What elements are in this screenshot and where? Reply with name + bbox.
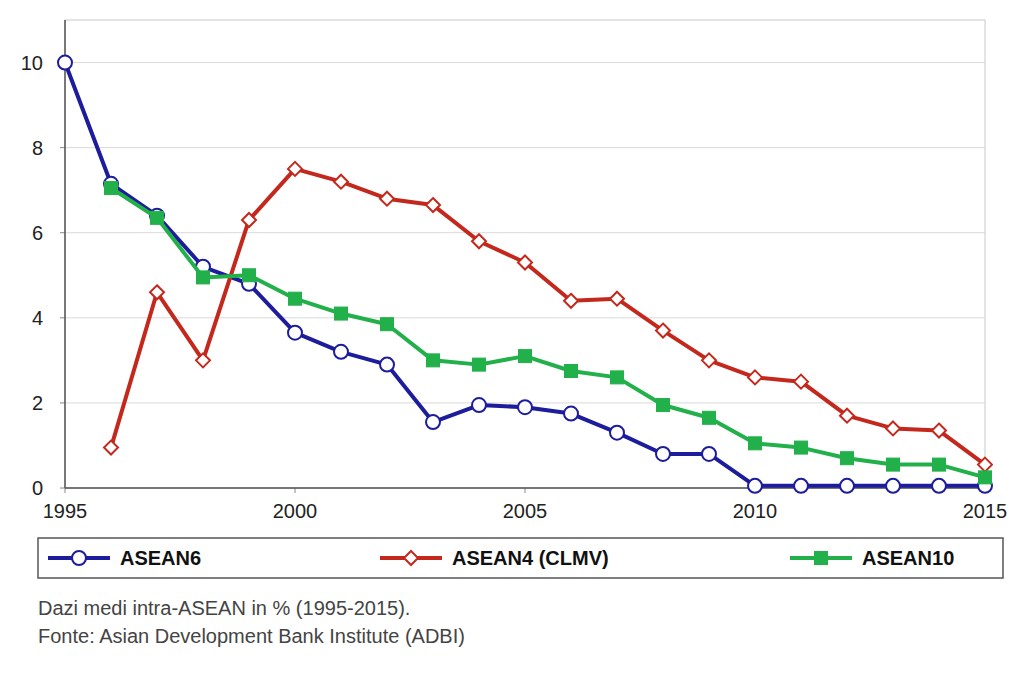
tick-label: 0 <box>32 477 43 499</box>
tick-label: 2015 <box>963 500 1008 522</box>
data-point <box>565 365 578 378</box>
data-point <box>840 479 854 493</box>
legend-label: ASEAN4 (CLMV) <box>452 547 609 569</box>
data-point <box>657 399 670 412</box>
data-point <box>105 182 118 195</box>
data-point <box>840 409 854 423</box>
data-point <box>196 353 210 367</box>
chart: 0 2 4 6 8 10 1995 2000 2005 2010 2015 ASEAN6 ASEAN4 … <box>0 0 1024 673</box>
legend-marker <box>815 552 828 565</box>
data-point <box>978 458 992 472</box>
legend-label: ASEAN6 <box>120 547 201 569</box>
data-point <box>610 292 624 306</box>
series-line <box>65 63 985 486</box>
tick-label: 1995 <box>43 500 88 522</box>
tick-label: 2 <box>32 392 43 414</box>
data-point <box>426 415 440 429</box>
tick-label: 6 <box>32 222 43 244</box>
tick-label: 2005 <box>503 500 548 522</box>
data-point <box>794 375 808 389</box>
grid-line <box>65 317 985 318</box>
data-point <box>564 294 578 308</box>
data-point <box>472 398 486 412</box>
data-point <box>979 471 992 484</box>
data-point <box>242 213 256 227</box>
data-point <box>197 271 210 284</box>
data-point <box>932 479 946 493</box>
data-point <box>151 211 164 224</box>
data-point <box>749 437 762 450</box>
grid-line <box>65 62 985 63</box>
data-point <box>288 162 302 176</box>
data-point <box>427 354 440 367</box>
data-point <box>380 192 394 206</box>
data-point <box>380 358 394 372</box>
data-point <box>932 424 946 438</box>
data-point <box>334 175 348 189</box>
series-line <box>111 169 985 465</box>
data-point <box>656 324 670 338</box>
data-point <box>611 371 624 384</box>
data-point <box>564 407 578 421</box>
series-line <box>111 188 985 477</box>
caption: Dazi medi intra-ASEAN in % (1995-2015). <box>38 597 410 619</box>
data-point <box>104 441 118 455</box>
legend-label: ASEAN10 <box>862 547 954 569</box>
data-point <box>426 198 440 212</box>
y-axis <box>64 20 66 488</box>
grid-line <box>65 147 985 148</box>
tick-label: 2010 <box>733 500 778 522</box>
data-point <box>886 479 900 493</box>
data-point <box>289 292 302 305</box>
data-point <box>794 479 808 493</box>
data-point <box>473 358 486 371</box>
plot-area <box>58 56 992 493</box>
data-point <box>887 458 900 471</box>
data-point <box>656 447 670 461</box>
data-point <box>702 447 716 461</box>
data-point <box>703 411 716 424</box>
data-point <box>933 458 946 471</box>
tick-label: 2000 <box>273 500 318 522</box>
data-point <box>334 345 348 359</box>
data-point <box>243 269 256 282</box>
data-point <box>518 256 532 270</box>
data-point <box>748 370 762 384</box>
data-point <box>150 285 164 299</box>
data-point <box>702 353 716 367</box>
tick-label: 4 <box>32 307 43 329</box>
legend-marker <box>72 551 86 565</box>
data-point <box>58 56 72 70</box>
tick-label: 8 <box>32 137 43 159</box>
data-point <box>381 318 394 331</box>
plot-frame <box>65 20 985 488</box>
data-point <box>795 441 808 454</box>
data-point <box>886 421 900 435</box>
tick-label: 10 <box>21 52 43 74</box>
data-point <box>610 426 624 440</box>
data-point <box>519 350 532 363</box>
data-point <box>748 479 762 493</box>
data-point <box>841 452 854 465</box>
data-point <box>472 234 486 248</box>
data-point <box>518 400 532 414</box>
legend-marker <box>404 551 418 565</box>
source: Fonte: Asian Development Bank Institute … <box>38 625 465 647</box>
background <box>0 0 1024 673</box>
data-point <box>288 326 302 340</box>
legend-box <box>38 538 1003 578</box>
data-point <box>335 307 348 320</box>
grid-line <box>65 232 985 233</box>
legend: ASEAN6 ASEAN4 (CLMV) ASEAN10 <box>38 538 1003 578</box>
